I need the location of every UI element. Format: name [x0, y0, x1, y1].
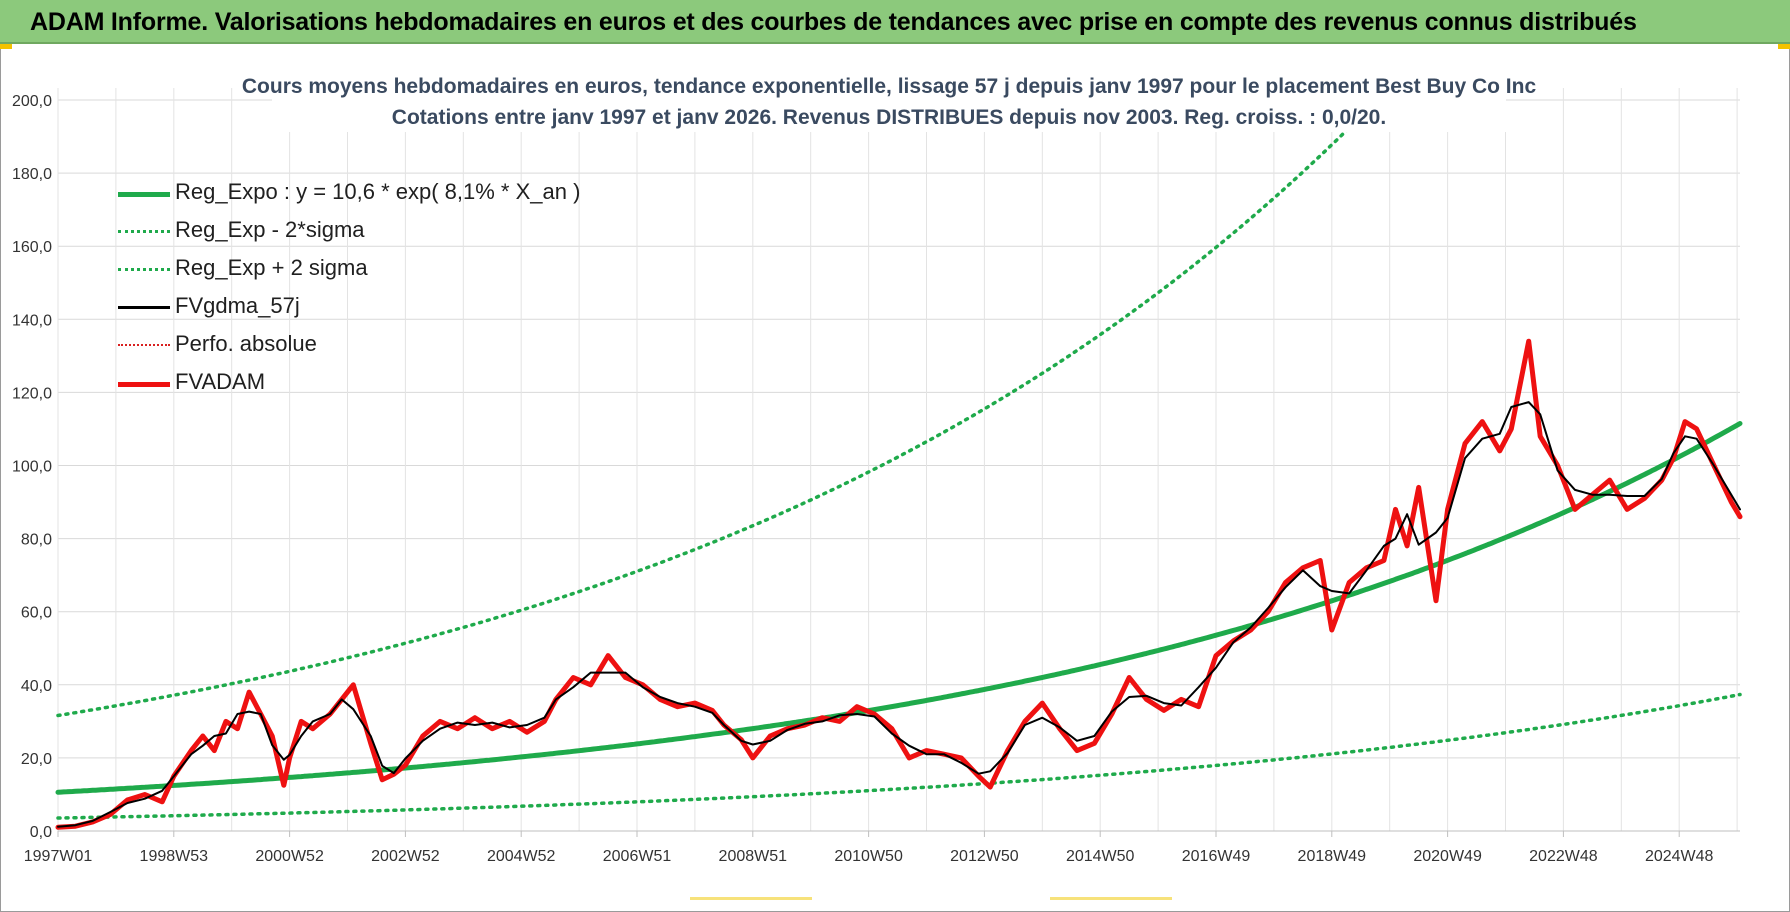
legend-item-1: Reg_Exp - 2*sigma [118, 212, 598, 250]
bottom-accent-1 [690, 897, 812, 900]
series-group [55, 100, 1743, 830]
bottom-accent-2 [1050, 897, 1172, 900]
legend-swatch [118, 268, 170, 271]
y-tick-label: 60,0 [21, 605, 52, 622]
x-tick-label: 2002W52 [371, 848, 440, 865]
x-tick-label: 2008W51 [719, 848, 788, 865]
report-header: ADAM Informe. Valorisations hebdomadaire… [0, 0, 1790, 44]
legend-label: FVADAM [175, 369, 266, 394]
x-tick-label: 2016W49 [1182, 848, 1251, 865]
series-line-0 [55, 421, 1743, 795]
legend: Reg_Expo : y = 10,6 * exp( 8,1% * X_an )… [118, 174, 598, 402]
x-tick-label: 2010W50 [834, 848, 903, 865]
legend-item-5: FVADAM [118, 364, 598, 402]
legend-item-0: Reg_Expo : y = 10,6 * exp( 8,1% * X_an ) [118, 174, 598, 212]
legend-label: Reg_Exp - 2*sigma [175, 217, 365, 242]
x-axis-ticks: 1997W01 1998W53 2000W52 2002W52 2004W52 2006W… [24, 831, 1714, 865]
x-tick-label: 1998W53 [140, 848, 209, 865]
y-tick-label: 20,0 [21, 751, 52, 768]
y-tick-label: 200,0 [12, 93, 52, 110]
chart-title-line1: Cours moyens hebdomadaires en euros, ten… [242, 75, 1537, 98]
series-line-3 [57, 401, 1741, 828]
y-tick-label: 140,0 [12, 312, 52, 329]
y-tick-label: 0,0 [30, 824, 52, 841]
chart-title-line2: Cotations entre janv 1997 et janv 2026. … [392, 106, 1386, 129]
legend-label: Reg_Expo : y = 10,6 * exp( 8,1% * X_an ) [175, 179, 581, 204]
grid-lines [57, 88, 1740, 832]
series-line-2 [56, 100, 1377, 718]
x-tick-label: 2024W48 [1645, 848, 1714, 865]
legend-swatch [118, 344, 170, 346]
y-tick-label: 40,0 [21, 678, 52, 695]
corner-accent-right [1778, 44, 1790, 49]
legend-swatch [118, 192, 170, 197]
title-background [272, 68, 1506, 132]
x-tick-label: 2004W52 [487, 848, 556, 865]
y-tick-label: 160,0 [12, 239, 52, 256]
x-tick-label: 2014W50 [1066, 848, 1135, 865]
y-tick-label: 100,0 [12, 459, 52, 476]
y-axis-ticks: 0,0 20,0 40,0 60,0 80,0 100,0 120,0 140,0 160,0 1… [12, 93, 52, 841]
legend-label: Perfo. absolue [175, 331, 317, 356]
x-tick-label: 2000W52 [255, 848, 324, 865]
report-title: ADAM Informe. Valorisations hebdomadaire… [30, 8, 1637, 36]
y-tick-label: 120,0 [12, 385, 52, 402]
legend-item-2: Reg_Exp + 2 sigma [118, 250, 598, 288]
x-tick-label: 1997W01 [24, 848, 93, 865]
y-tick-label: 80,0 [21, 532, 52, 549]
x-tick-label: 2022W48 [1529, 848, 1598, 865]
y-tick-label: 180,0 [12, 166, 52, 183]
legend-swatch [118, 382, 170, 387]
x-tick-label: 2006W51 [603, 848, 672, 865]
x-tick-label: 2020W49 [1413, 848, 1482, 865]
corner-accent-left [0, 44, 12, 49]
legend-label: FVgdma_57j [175, 293, 300, 318]
legend-swatch [118, 306, 170, 309]
legend-swatch [118, 230, 170, 233]
x-tick-label: 2012W50 [950, 848, 1019, 865]
series-line-1 [56, 692, 1742, 820]
series-line-5 [55, 338, 1743, 830]
legend-label: Reg_Exp + 2 sigma [175, 255, 368, 280]
legend-item-3: FVgdma_57j [118, 288, 598, 326]
x-tick-label: 2018W49 [1298, 848, 1367, 865]
legend-item-4: Perfo. absolue [118, 326, 598, 364]
chart-title-group: Cours moyens hebdomadaires en euros, ten… [242, 68, 1537, 132]
